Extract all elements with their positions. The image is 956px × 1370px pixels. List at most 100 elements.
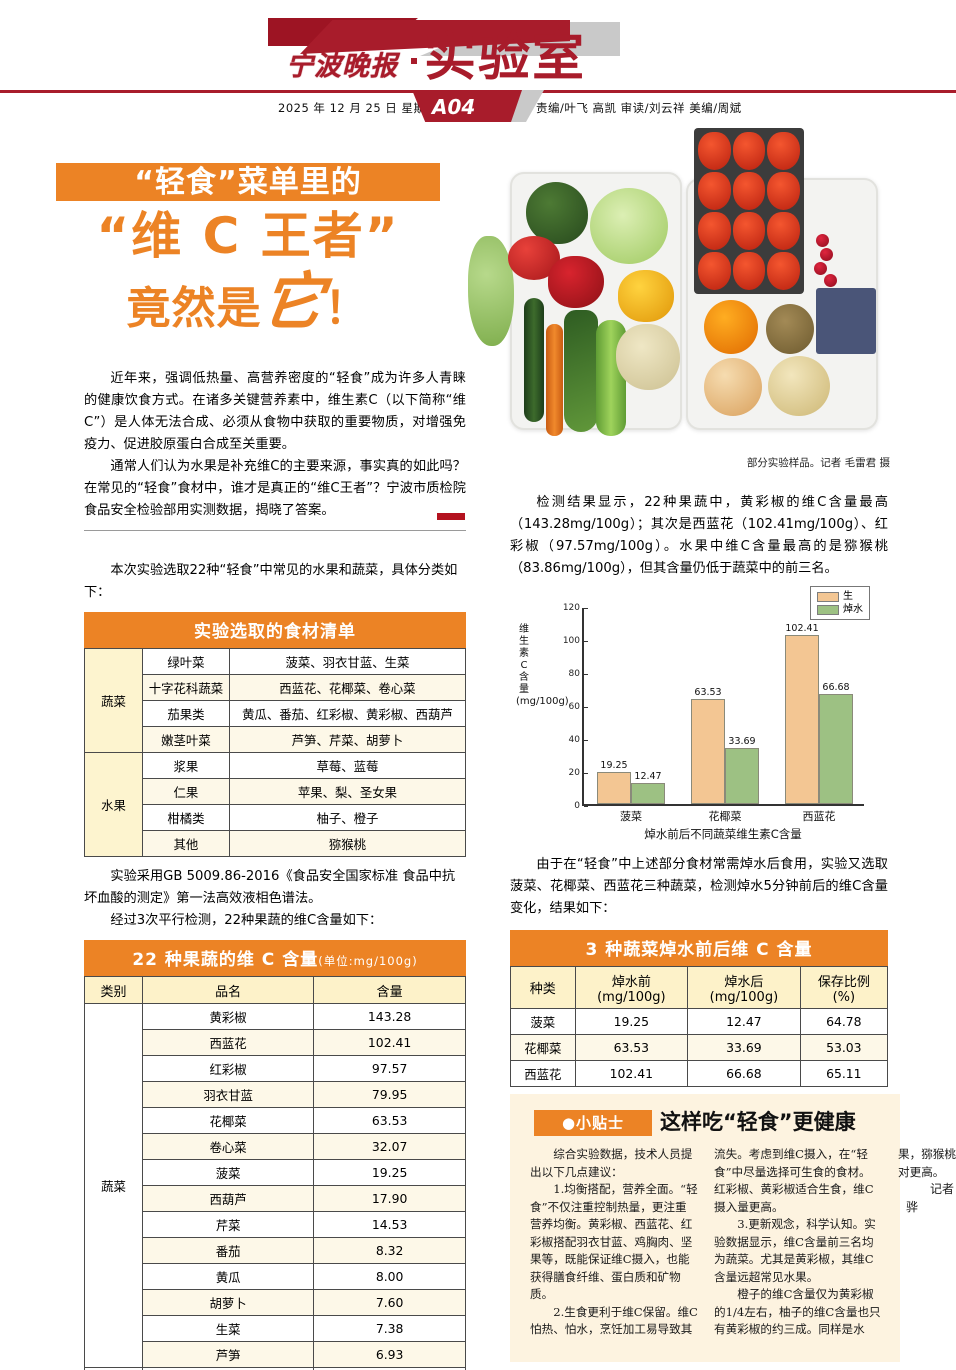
table1-type: 其他 (142, 830, 230, 857)
table-row: 仁果 苹果、梨、圣女果 (85, 778, 467, 805)
chart-bar-焯水: 33.69 (725, 736, 759, 804)
table2-item-name: 红彩椒 (141, 1055, 315, 1082)
table2-item-value: 97.57 (313, 1055, 466, 1082)
tips-box: ●小贴士 这样吃“轻食”更健康 综合实验数据，技术人员提出以下几点建议： 1.均… (510, 1094, 956, 1362)
table-row: 花椰菜 63.53 (85, 1107, 466, 1134)
table2-item-name: 黄彩椒 (141, 1003, 315, 1030)
table2-item-value: 14.53 (313, 1211, 466, 1238)
table1-category-vegetables: 蔬菜 (84, 648, 143, 753)
photo-orange (704, 300, 758, 354)
table-row: 胡萝卜 7.60 (85, 1289, 466, 1316)
table-row: 芹菜 14.53 (85, 1211, 466, 1238)
photo-kiwi (766, 304, 814, 354)
table-row: 柑橘类 柚子、橙子 (85, 804, 467, 831)
vitamin-c-content-table: 类别 品名 含量 蔬菜 黄彩椒 143.28 西蓝花 102.41 红彩椒 97.57 羽衣甘蓝 79… (84, 976, 466, 1370)
headline-emphasis-ta: 它 (256, 265, 330, 338)
photo-lettuce (468, 236, 514, 346)
legend-label-raw: 生 (843, 591, 853, 602)
article-byline: 记者 毛雷君 通讯员 王旭骅 (906, 1182, 956, 1214)
blanching-intro-paragraph: 由于在“轻食”中上述部分食材常需焯水后食用，实验又选取菠菜、花椰菜、西蓝花三种蔬… (510, 857, 888, 916)
table1-type: 嫩茎叶菜 (142, 726, 230, 753)
method-paragraph-2: 经过3次平行检测，22种果蔬的维C含量如下： (110, 913, 383, 928)
photo-yellow-pepper (618, 270, 674, 322)
photo-strawberry (767, 212, 800, 250)
photo-strawberry (732, 132, 766, 170)
sample-photo (468, 128, 898, 450)
chart-bar-value: 102.41 (785, 623, 819, 635)
intro-paragraph-2: 通常人们认为水果是补充维C的主要来源，事实真的如此吗？在常见的“轻食”食材中，谁… (84, 459, 466, 518)
chart-bar-value: 33.69 (728, 736, 756, 748)
table2-item-name: 番茄 (141, 1237, 315, 1264)
tips-content: 综合实验数据，技术人员提出以下几点建议： 1.均衡搭配，营养全面。“轻食”不仅注… (530, 1146, 956, 1352)
table3-header-species: 种类 (510, 966, 576, 1009)
table2-item-name: 猕猴桃 (141, 1367, 315, 1370)
table-row: 羽衣甘蓝 79.95 (85, 1081, 466, 1108)
table3-header-before-line2: (mg/100g) (597, 989, 666, 1005)
chart-x-tick: 西蓝花 (802, 810, 836, 823)
chart-bar-group: 19.25 12.47 (597, 760, 665, 804)
intro-paragraph-1: 近年来，强调低热量、高营养密度的“轻食”成为许多人青睐的健康饮食方式。在诸多关键… (84, 371, 466, 452)
section-name: 实验室 (424, 28, 587, 88)
legend-item-blanched: 焯水 (817, 603, 863, 616)
chart-legend: 生 焯水 (810, 586, 870, 620)
chart-bar-value: 66.68 (822, 681, 850, 693)
table-row: 菠菜 19.25 (85, 1159, 466, 1186)
chart-bar-group: 63.53 33.69 (691, 687, 759, 804)
table2-item-name: 菠菜 (141, 1159, 315, 1186)
table2-item-value: 102.41 (313, 1029, 466, 1056)
table3-before: 19.25 (574, 1008, 689, 1035)
table1-items: 黄瓜、番茄、红彩椒、黄彩椒、西葫芦 (228, 700, 467, 727)
table3-name: 西蓝花 (510, 1060, 576, 1087)
page-number: A04 (432, 95, 476, 119)
photo-broccoli (526, 182, 588, 244)
table1-items: 菠菜、羽衣甘蓝、生菜 (228, 648, 467, 675)
photo-strawberry (698, 252, 731, 290)
table-row: 嫩茎叶菜 芦笋、芹菜、胡萝卜 (85, 726, 467, 753)
photo-cabbage (590, 188, 668, 264)
table1-category-fruits: 水果 (84, 752, 143, 857)
table2-item-name: 羽衣甘蓝 (141, 1081, 315, 1108)
table2-item-name: 西葫芦 (141, 1185, 315, 1212)
table3-header-ratio-line2: (%) (832, 989, 856, 1005)
result-paragraph: 检测结果显示，22种果蔬中，黄彩椒的维C含量最高（143.28mg/100g）；… (510, 495, 888, 576)
chart-y-tick: 20 (569, 768, 589, 778)
table1-type: 茄果类 (142, 700, 230, 727)
table-row: 西蓝花 102.41 66.68 65.11 (510, 1060, 889, 1087)
table2-header-1: 品名 (141, 976, 315, 1004)
table-row: 水果猕猴桃83.86 (84, 1367, 466, 1370)
chart-bar-焯水: 66.68 (819, 682, 853, 804)
chart-x-tick: 花椰菜 (708, 810, 742, 823)
section-divider-line (84, 530, 466, 531)
table2-item-value: 83.86 (313, 1367, 466, 1370)
legend-swatch-blanched (817, 604, 839, 615)
table2-item-value: 143.28 (313, 1003, 466, 1030)
photo-strawberry (767, 172, 800, 210)
table-row: 蔬菜 黄彩椒 143.28 (84, 1003, 466, 1368)
chart-bar-生: 19.25 (597, 760, 631, 804)
editor-credits: 责编/叶飞 高凯 审读/刘云祥 美编/周斌 (536, 101, 742, 115)
table2-item-name: 芹菜 (141, 1211, 315, 1238)
photo-leafy-greens (564, 310, 598, 432)
photo-strawberry (732, 172, 766, 210)
table1-items: 芦笋、芹菜、胡萝卜 (228, 726, 467, 753)
chart-y-tick: 0 (574, 801, 588, 811)
chart-caption: 焯水前后不同蔬菜维生素C含量 (644, 827, 802, 841)
headline-line-2: “维 C 王者” (96, 207, 400, 265)
chart-bar-value: 12.47 (634, 771, 662, 783)
chart-y-tick: 80 (569, 669, 589, 679)
table2-item-value: 8.32 (313, 1237, 466, 1264)
table1-title: 实验选取的食材清单 (84, 612, 466, 648)
table3-ratio: 53.03 (799, 1034, 889, 1061)
photo-zucchini (524, 298, 544, 422)
table2-item-name: 黄瓜 (141, 1263, 315, 1290)
table-row: 红彩椒 97.57 (85, 1055, 466, 1082)
table-row: 卷心菜 32.07 (85, 1133, 466, 1160)
table2-item-name: 芦笋 (141, 1341, 315, 1368)
table2-item-value: 17.90 (313, 1185, 466, 1212)
blanching-comparison-table: 种类 焯水前 (mg/100g) 焯水后 (mg/100g) 保存比例 (%) (510, 966, 889, 1087)
chart-y-axis-label: 维生素 C 含量 (mg/100g) (516, 624, 569, 707)
table-row: 生菜 7.38 (85, 1315, 466, 1342)
table3-header-after: 焯水后 (mg/100g) (687, 966, 801, 1009)
photo-strawberry (767, 252, 800, 290)
masthead-separator-dot (411, 58, 417, 64)
